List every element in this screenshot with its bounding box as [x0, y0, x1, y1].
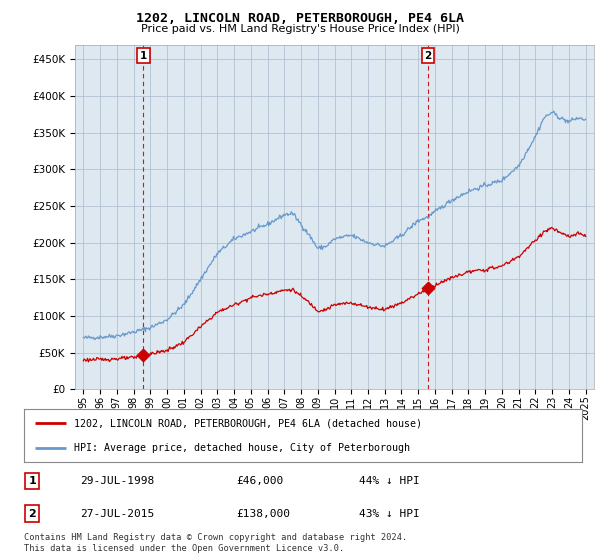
Text: HPI: Average price, detached house, City of Peterborough: HPI: Average price, detached house, City… [74, 442, 410, 452]
Point [139, 351, 148, 360]
Text: 1: 1 [28, 476, 36, 486]
Text: £138,000: £138,000 [236, 508, 290, 519]
Text: £46,000: £46,000 [236, 476, 283, 486]
Text: 27-JUL-2015: 27-JUL-2015 [80, 508, 154, 519]
Text: 1202, LINCOLN ROAD, PETERBOROUGH, PE4 6LA: 1202, LINCOLN ROAD, PETERBOROUGH, PE4 6L… [136, 12, 464, 25]
Text: 2: 2 [424, 51, 431, 61]
Text: Contains HM Land Registry data © Crown copyright and database right 2024.
This d: Contains HM Land Registry data © Crown c… [24, 533, 407, 553]
Point [423, 283, 433, 292]
Text: 29-JUL-1998: 29-JUL-1998 [80, 476, 154, 486]
Text: 44% ↓ HPI: 44% ↓ HPI [359, 476, 419, 486]
Text: 43% ↓ HPI: 43% ↓ HPI [359, 508, 419, 519]
Text: Price paid vs. HM Land Registry's House Price Index (HPI): Price paid vs. HM Land Registry's House … [140, 24, 460, 34]
Text: 2: 2 [28, 508, 36, 519]
Text: 1202, LINCOLN ROAD, PETERBOROUGH, PE4 6LA (detached house): 1202, LINCOLN ROAD, PETERBOROUGH, PE4 6L… [74, 418, 422, 428]
Text: 1: 1 [140, 51, 147, 61]
